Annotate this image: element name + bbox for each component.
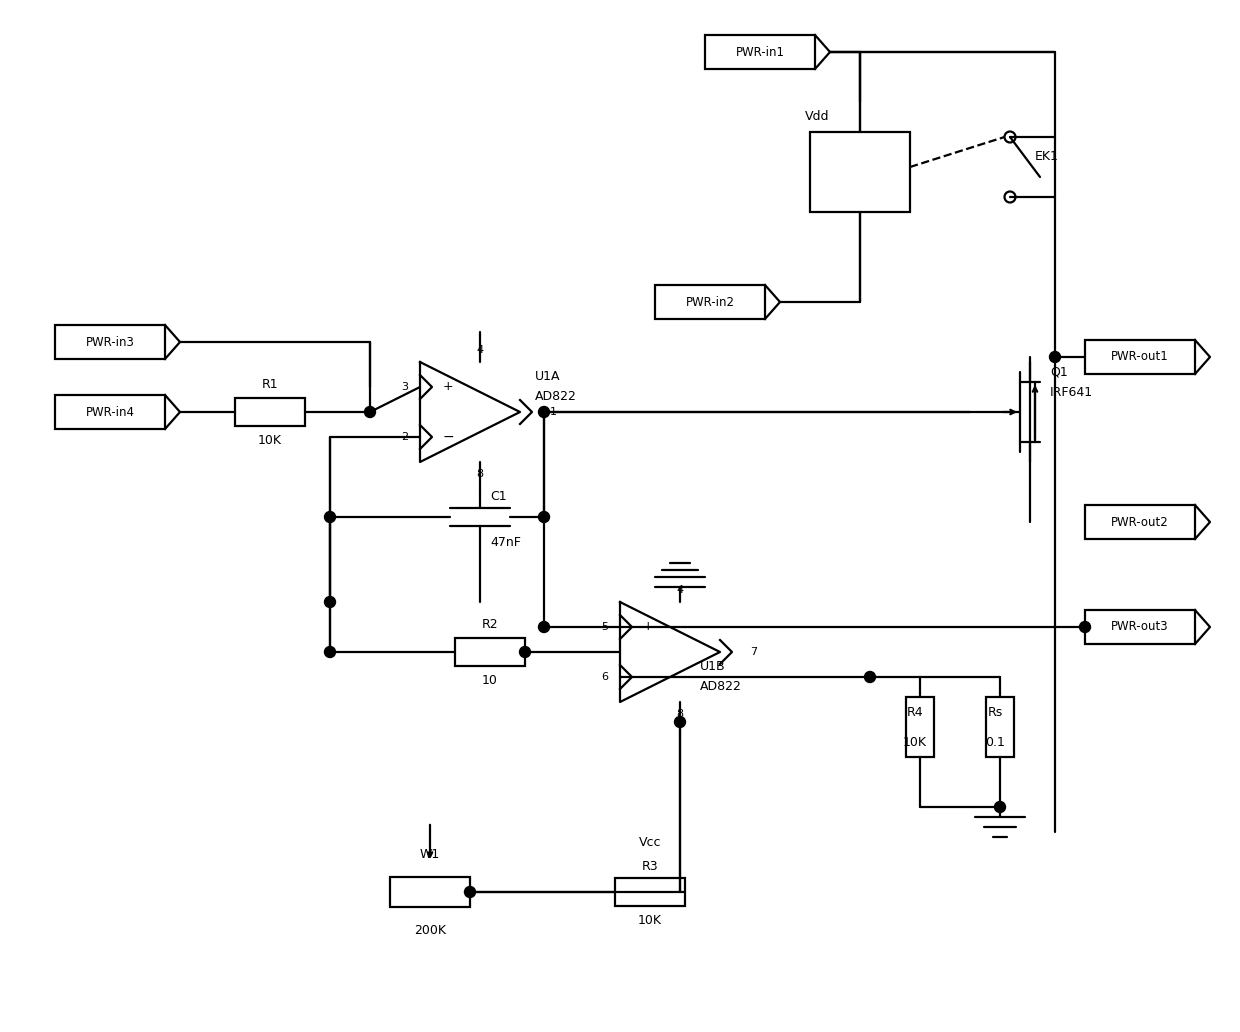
Bar	[55, 325, 165, 359]
Text: R2: R2	[481, 617, 498, 631]
Text: 8: 8	[677, 709, 683, 719]
Text: 4: 4	[677, 585, 683, 595]
Text: PWR-in3: PWR-in3	[86, 335, 134, 349]
Text: 10: 10	[482, 674, 498, 686]
Bar	[810, 132, 910, 212]
Circle shape	[994, 802, 1006, 812]
Text: 1: 1	[551, 407, 557, 417]
Text: 10K: 10K	[903, 736, 928, 748]
Bar	[1085, 340, 1195, 374]
Text: 7: 7	[750, 647, 758, 657]
Text: Vdd: Vdd	[805, 110, 830, 124]
Bar	[906, 697, 934, 757]
Text: 47nF: 47nF	[490, 536, 521, 548]
Bar	[391, 877, 470, 907]
Circle shape	[538, 407, 549, 418]
Text: U1B: U1B	[701, 660, 725, 674]
Text: IRF641: IRF641	[1050, 386, 1094, 398]
Text: +: +	[443, 381, 454, 393]
Text: EK1: EK1	[1035, 151, 1059, 163]
Circle shape	[465, 886, 475, 898]
Text: R1: R1	[262, 378, 278, 390]
Circle shape	[1080, 621, 1090, 633]
Bar	[615, 878, 684, 906]
Text: −: −	[642, 670, 653, 684]
Text: PWR-out2: PWR-out2	[1111, 516, 1169, 528]
Text: 5: 5	[601, 622, 608, 632]
Circle shape	[1049, 352, 1060, 362]
Text: AD822: AD822	[701, 680, 742, 694]
Circle shape	[675, 716, 686, 728]
Text: PWR-out1: PWR-out1	[1111, 351, 1169, 363]
Circle shape	[365, 407, 376, 418]
Text: AD822: AD822	[534, 390, 577, 404]
Text: W1: W1	[420, 847, 440, 861]
Text: R4: R4	[906, 706, 924, 718]
Text: 3: 3	[401, 382, 408, 392]
Text: PWR-out3: PWR-out3	[1111, 620, 1169, 634]
Text: C1: C1	[490, 490, 507, 504]
Text: −: −	[443, 430, 454, 444]
Text: 0.1: 0.1	[985, 736, 1004, 748]
Text: Rs: Rs	[987, 706, 1003, 718]
Bar	[986, 697, 1014, 757]
Circle shape	[325, 512, 336, 522]
Bar	[1085, 505, 1195, 539]
Bar	[55, 395, 165, 429]
Bar	[706, 35, 815, 69]
Text: PWR-in1: PWR-in1	[735, 45, 785, 59]
Bar	[655, 285, 765, 319]
Text: 6: 6	[601, 672, 608, 682]
Text: Q1: Q1	[1050, 365, 1068, 379]
Circle shape	[325, 646, 336, 657]
Bar	[1085, 610, 1195, 644]
Text: 2: 2	[401, 432, 408, 442]
Text: 10K: 10K	[258, 433, 281, 447]
Text: PWR-in4: PWR-in4	[86, 406, 134, 419]
Circle shape	[520, 646, 531, 657]
Text: 4: 4	[476, 345, 484, 355]
Text: PWR-in2: PWR-in2	[686, 295, 734, 309]
Text: 8: 8	[476, 469, 484, 479]
Bar	[455, 638, 525, 666]
Circle shape	[864, 672, 875, 682]
Circle shape	[538, 621, 549, 633]
Circle shape	[325, 596, 336, 608]
Bar	[236, 398, 305, 426]
Text: 200K: 200K	[414, 924, 446, 936]
Text: R3: R3	[641, 861, 658, 873]
Text: Vcc: Vcc	[639, 836, 661, 848]
Text: +: +	[642, 620, 653, 634]
Text: U1A: U1A	[534, 370, 560, 384]
Text: 10K: 10K	[639, 913, 662, 927]
Circle shape	[538, 512, 549, 522]
